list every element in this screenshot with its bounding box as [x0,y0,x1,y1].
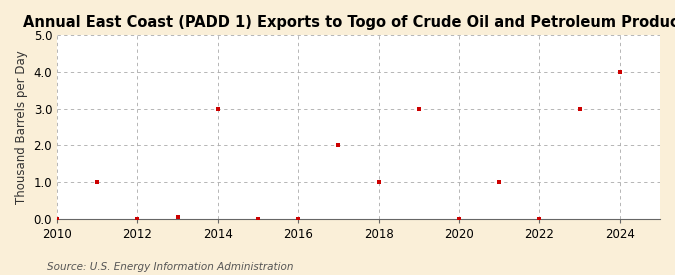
Point [213,106,223,111]
Point [132,216,143,221]
Point [454,216,464,221]
Point [373,180,384,184]
Point [172,215,183,219]
Title: Annual East Coast (PADD 1) Exports to Togo of Crude Oil and Petroleum Products: Annual East Coast (PADD 1) Exports to To… [23,15,675,30]
Point [293,216,304,221]
Y-axis label: Thousand Barrels per Day: Thousand Barrels per Day [15,50,28,204]
Point [494,180,505,184]
Point [252,216,263,221]
Text: Source: U.S. Energy Information Administration: Source: U.S. Energy Information Administ… [47,262,294,272]
Point [52,216,63,221]
Point [92,180,103,184]
Point [614,70,625,74]
Point [333,143,344,148]
Point [413,106,424,111]
Point [534,216,545,221]
Point [574,106,585,111]
